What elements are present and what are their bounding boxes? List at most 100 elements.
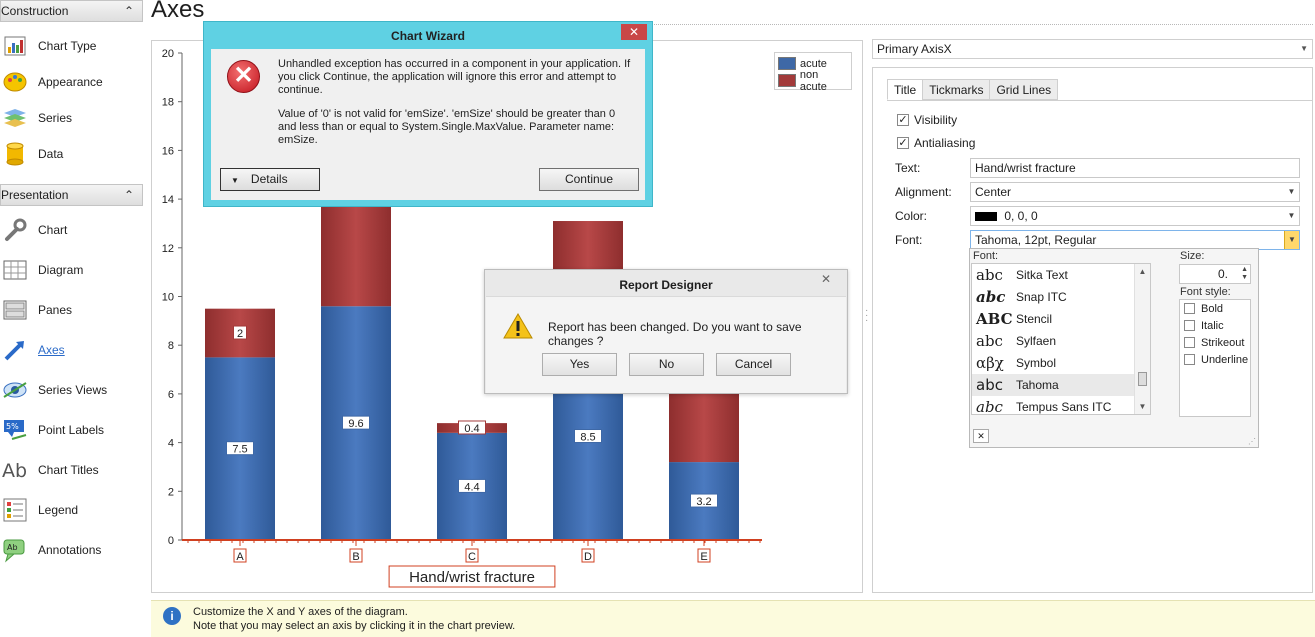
nav-item-annotations[interactable]: Ab Annotations [0, 530, 143, 570]
data-label: 4.4 [464, 481, 479, 493]
nav-item-label: Appearance [38, 75, 103, 89]
data-label: 0.4 [464, 423, 479, 435]
scroll-down-icon[interactable]: ▼ [1138, 402, 1147, 411]
bar-non-acute-B [321, 199, 391, 307]
nav-item-series[interactable]: Series [0, 100, 143, 136]
chevron-down-icon[interactable]: ▼ [1287, 187, 1296, 196]
x-tick-label: E [700, 551, 707, 563]
font-name: Stencil [1016, 312, 1053, 326]
resize-grip-icon[interactable]: ⋰ [1248, 437, 1256, 446]
nav-item-data[interactable]: Data [0, 136, 143, 172]
style-italic[interactable]: Italic [1180, 317, 1250, 334]
font-select[interactable]: Tahoma, 12pt, Regular ▼ [970, 230, 1300, 250]
color-select[interactable]: 0, 0, 0 ▼ [970, 206, 1300, 226]
close-button[interactable]: ✕ [820, 272, 832, 286]
x-axis[interactable]: A B C D E Hand/wrist fracture [182, 539, 762, 588]
font-item-stencil[interactable]: ABC Stencil [972, 308, 1150, 330]
font-sample: ABC [976, 310, 1013, 328]
chevron-up-icon[interactable]: ⌃ [123, 188, 134, 202]
alignment-value: Center [975, 185, 1012, 199]
nav-item-series-views[interactable]: Series Views [0, 370, 143, 410]
nav-item-chart-type[interactable]: Chart Type [0, 28, 143, 64]
page-title: Axes [151, 0, 205, 23]
nav-item-point-labels[interactable]: 5% Point Labels [0, 410, 143, 450]
checkbox-unchecked[interactable] [1184, 354, 1195, 365]
chevron-down-icon[interactable]: ▼ [1284, 231, 1299, 249]
chevron-down-icon[interactable]: ▼ [1287, 211, 1296, 220]
chevron-down-icon: ▼ [231, 176, 239, 185]
nav-item-diagram[interactable]: Diagram [0, 250, 143, 290]
tab-tickmarks[interactable]: Tickmarks [922, 79, 991, 100]
splitter-grip[interactable]: · · · [865, 305, 869, 326]
chart-svg[interactable]: 0 2 4 6 8 10 12 14 16 18 20 7.5 2 9.6 4.4 0.4 8.5 3.2 A B… [152, 41, 862, 592]
font-list[interactable]: abc Sitka Text abc Snap ITC ABC Stencil … [971, 263, 1151, 415]
y-axis[interactable]: 0 2 4 6 8 10 12 14 16 18 20 [162, 48, 183, 547]
cancel-button[interactable]: Cancel [716, 353, 791, 376]
font-item-sitka-text[interactable]: abc Sitka Text [972, 264, 1150, 286]
nav-item-label: Axes [38, 343, 65, 357]
nav-item-chart-titles[interactable]: Ab Chart Titles [0, 450, 143, 490]
chart-type-icon [2, 33, 28, 59]
chevron-down-icon[interactable]: ▼ [1300, 44, 1308, 53]
legend-swatch-non-acute [778, 74, 796, 87]
alignment-select[interactable]: Center ▼ [970, 182, 1300, 202]
font-item-tempus-sans-itc[interactable]: abc Tempus Sans ITC [972, 396, 1150, 414]
nav-group-construction[interactable]: Construction ⌃ [0, 0, 143, 22]
font-style-list: Bold Italic Strikeout Underline [1179, 299, 1251, 417]
nav-item-appearance[interactable]: Appearance [0, 64, 143, 100]
visibility-checkbox[interactable]: ✓ Visibility [897, 113, 957, 127]
tab-title[interactable]: Title [887, 79, 924, 100]
style-bold[interactable]: Bold [1180, 300, 1250, 317]
style-label: Bold [1201, 302, 1224, 315]
checkbox-checked[interactable]: ✓ [897, 114, 909, 126]
wrench-icon [2, 217, 28, 243]
scroll-thumb[interactable] [1138, 372, 1147, 386]
nav-item-label: Diagram [38, 263, 84, 277]
nav-item-panes[interactable]: Panes [0, 290, 143, 330]
nav-group-presentation[interactable]: Presentation ⌃ [0, 184, 143, 206]
nav-item-label: Annotations [38, 543, 102, 557]
chevron-up-icon[interactable]: ⌃ [123, 4, 134, 18]
error-detail: Value of '0' is not valid for 'emSize'. … [278, 108, 616, 146]
color-value: 0, 0, 0 [1004, 209, 1038, 223]
x-axis-title-box [388, 565, 556, 588]
checkbox-unchecked[interactable] [1184, 337, 1195, 348]
nav-item-axes[interactable]: Axes [0, 330, 143, 370]
details-button[interactable]: ▼ Details [220, 168, 320, 191]
chart-legend[interactable]: acute non acute [774, 52, 852, 93]
checkbox-checked[interactable]: ✓ [897, 137, 909, 149]
checkbox-unchecked[interactable] [1184, 320, 1195, 331]
nav-group-label: Presentation [1, 188, 69, 202]
spin-icon[interactable]: ▲ ▼ [1241, 266, 1248, 281]
nav-item-label: Chart Type [38, 39, 97, 53]
yes-button[interactable]: Yes [542, 353, 617, 376]
text-input[interactable]: Hand/wrist fracture [970, 158, 1300, 178]
font-item-symbol[interactable]: αβχ Symbol [972, 352, 1150, 374]
text-label: Text: [895, 161, 921, 175]
nav-item-legend[interactable]: Legend [0, 490, 143, 530]
tab-grid-lines[interactable]: Grid Lines [989, 79, 1059, 100]
close-popup-icon[interactable]: ✕ [973, 429, 989, 443]
antialiasing-checkbox[interactable]: ✓ Antialiasing [897, 136, 975, 150]
no-button[interactable]: No [629, 353, 704, 376]
size-input[interactable]: 0. ▲ ▼ [1179, 264, 1251, 284]
style-strikeout[interactable]: Strikeout [1180, 334, 1250, 351]
font-item-sylfaen[interactable]: abc Sylfaen [972, 330, 1150, 352]
data-icon [2, 141, 28, 167]
continue-button[interactable]: Continue [539, 168, 639, 191]
axis-selector[interactable]: Primary AxisX ▼ [872, 39, 1313, 59]
nav-item-label: Chart Titles [38, 463, 99, 477]
font-list-scrollbar[interactable]: ▲ ▼ [1134, 264, 1150, 414]
close-button[interactable]: ✕ [621, 24, 647, 40]
scroll-up-icon[interactable]: ▲ [1138, 267, 1147, 276]
warning-icon [503, 313, 533, 339]
font-item-tahoma[interactable]: abc Tahoma [972, 374, 1150, 396]
font-item-snap-itc[interactable]: abc Snap ITC [972, 286, 1150, 308]
style-underline[interactable]: Underline [1180, 351, 1250, 368]
y-tick-label: 16 [162, 145, 174, 157]
style-label: Underline [1201, 353, 1249, 366]
x-tick-label: D [584, 551, 592, 563]
checkbox-unchecked[interactable] [1184, 303, 1195, 314]
size-label: Size: [1180, 250, 1205, 262]
nav-item-chart[interactable]: Chart [0, 210, 143, 250]
